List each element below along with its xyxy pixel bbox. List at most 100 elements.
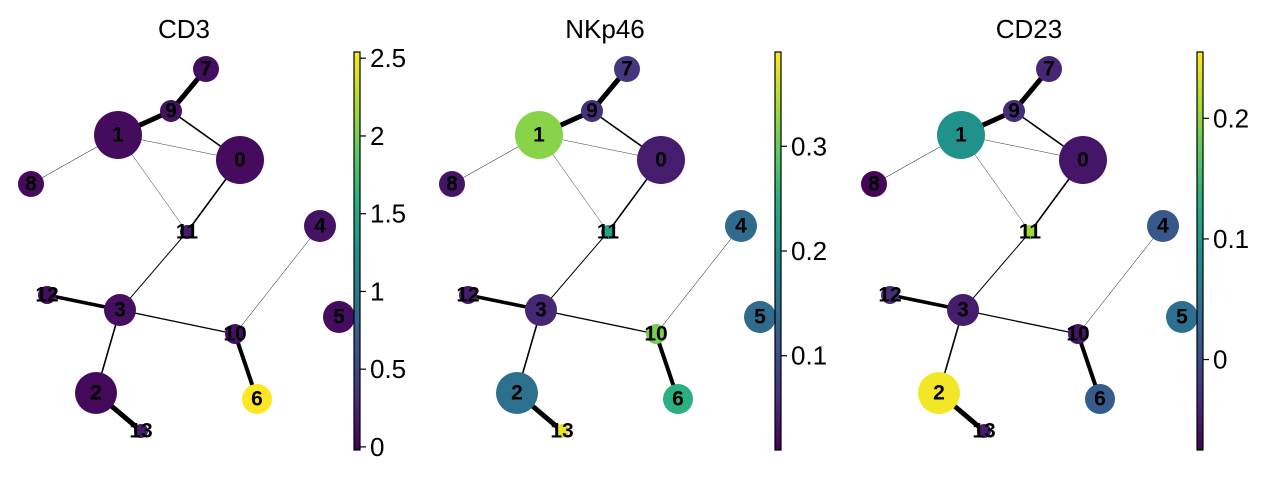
graph-edge-10-4 (655, 225, 742, 335)
edge-layer (30, 66, 321, 434)
node-label-2: 2 (933, 382, 945, 405)
node-label-7: 7 (1043, 58, 1055, 81)
colorbar-scale (774, 51, 782, 451)
graph-node-5 (1166, 301, 1198, 333)
node-label-5: 5 (333, 306, 345, 329)
node-label-12: 12 (878, 284, 901, 307)
colorbar-tick-label: 0.2 (791, 236, 827, 266)
graph-node-9 (1003, 100, 1025, 122)
panel-title: CD3 (158, 14, 210, 44)
colorbar: 0 0.5 1 1.5 2 2.5 (353, 43, 406, 462)
node-label-9: 9 (586, 100, 598, 123)
graph-node-0 (216, 136, 264, 184)
graph-node-10 (646, 324, 666, 344)
node-label-7: 7 (621, 58, 633, 81)
node-label-9: 9 (1008, 100, 1020, 123)
node-label-11: 11 (176, 221, 199, 244)
graph-node-2 (75, 372, 117, 414)
node-label-5: 5 (754, 306, 766, 329)
graph-node-4 (1147, 210, 1179, 242)
node-label-9: 9 (165, 100, 177, 123)
node-label-1: 1 (955, 124, 967, 147)
graph-node-10 (1068, 324, 1088, 344)
graph-node-9 (160, 100, 182, 122)
graph-node-3 (947, 294, 979, 326)
graph-edge-11-3 (540, 231, 609, 311)
graph-node-3 (525, 294, 557, 326)
graph-node-12 (881, 286, 899, 304)
colorbar-tick-label: 0.5 (370, 354, 406, 384)
graph-node-2 (496, 372, 538, 414)
graph-node-1 (937, 111, 985, 159)
colorbar-tick-label: 0 (1213, 345, 1227, 375)
graph-node-4 (304, 210, 336, 242)
edge-layer (451, 66, 742, 434)
colorbar-tick-label: 1.5 (370, 199, 406, 229)
graph-node-12 (459, 286, 477, 304)
graph-node-11 (180, 225, 194, 239)
node-label-11: 11 (1019, 221, 1042, 244)
graph-node-0 (637, 136, 685, 184)
graph-node-11 (1023, 225, 1037, 239)
node-label-13: 13 (972, 420, 995, 443)
colorbar: 0.1 0.2 0.3 (774, 51, 827, 451)
graph-node-5 (744, 301, 776, 333)
node-label-3: 3 (957, 299, 969, 322)
graph-node-8 (18, 171, 44, 197)
node-label-3: 3 (535, 299, 547, 322)
graph-node-5 (323, 301, 355, 333)
node-label-2: 2 (511, 382, 523, 405)
graph-node-1 (515, 111, 563, 159)
graph-node-3 (104, 294, 136, 326)
node-label-6: 6 (1094, 388, 1106, 411)
node-label-0: 0 (1077, 149, 1089, 172)
node-label-8: 8 (446, 173, 458, 196)
colorbar-tick-label: 0.1 (1213, 224, 1249, 254)
colorbar-scale (1196, 51, 1204, 451)
colorbar-tick-label: 0 (370, 432, 384, 462)
colorbar: 0 0.1 0.2 (1196, 51, 1249, 451)
graph-node-13 (977, 424, 991, 438)
graph-node-8 (439, 171, 465, 197)
panel-title: CD23 (996, 14, 1062, 44)
node-label-0: 0 (655, 149, 667, 172)
node-label-12: 12 (456, 284, 479, 307)
graph-node-0 (1059, 136, 1107, 184)
node-label-10: 10 (1066, 323, 1089, 346)
node-label-10: 10 (644, 323, 667, 346)
graph-edge-11-3 (119, 231, 188, 311)
node-label-10: 10 (223, 323, 246, 346)
node-label-0: 0 (234, 149, 246, 172)
graph-node-6 (242, 384, 272, 414)
node-label-13: 13 (129, 420, 152, 443)
graph-node-7 (614, 56, 640, 82)
graph-node-4 (725, 210, 757, 242)
node-label-11: 11 (597, 221, 620, 244)
node-label-6: 6 (672, 388, 684, 411)
node-label-8: 8 (868, 173, 880, 196)
colorbar-tick-label: 2 (370, 121, 384, 151)
node-label-8: 8 (25, 173, 37, 196)
graph-node-13 (555, 424, 569, 438)
graph-node-2 (918, 372, 960, 414)
node-label-12: 12 (35, 284, 58, 307)
node-label-13: 13 (550, 420, 573, 443)
node-label-4: 4 (735, 215, 747, 238)
graph-node-1 (94, 111, 142, 159)
node-label-3: 3 (114, 299, 126, 322)
colorbar-tick-label: 0.3 (791, 131, 827, 161)
colorbar-tick-label: 0.2 (1213, 103, 1249, 133)
graph-node-11 (601, 225, 615, 239)
graph-node-9 (581, 100, 603, 122)
colorbar-tick-label: 2.5 (370, 43, 406, 73)
edge-layer (873, 66, 1164, 434)
node-label-1: 1 (112, 124, 124, 147)
node-label-6: 6 (251, 388, 263, 411)
node-label-5: 5 (1176, 306, 1188, 329)
